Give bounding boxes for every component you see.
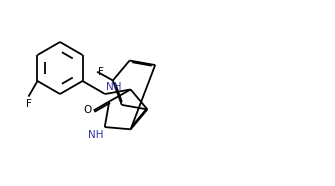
Text: NH: NH	[106, 81, 122, 92]
Text: O: O	[83, 105, 92, 116]
Text: F: F	[98, 67, 104, 77]
Text: NH: NH	[88, 130, 104, 140]
Text: F: F	[25, 99, 31, 109]
